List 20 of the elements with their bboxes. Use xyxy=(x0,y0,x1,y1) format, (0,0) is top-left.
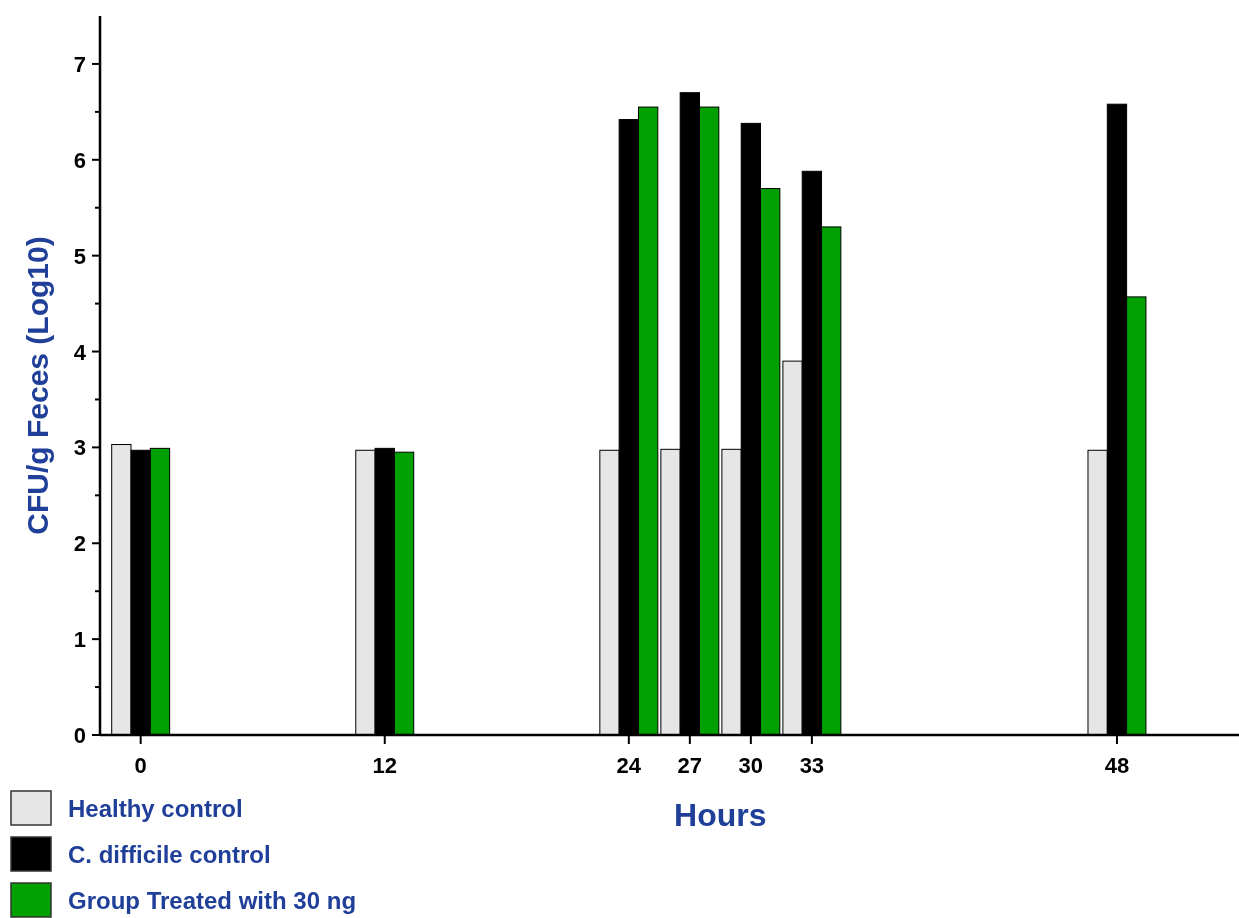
x-tick-label: 0 xyxy=(134,753,147,778)
legend-label: Group Treated with 30 ng xyxy=(68,887,357,914)
y-axis-title: CFU/g Feces (Log10) xyxy=(21,236,54,535)
x-tick-label: 33 xyxy=(799,753,825,778)
y-tick-label: 1 xyxy=(73,627,86,653)
y-tick-label: 7 xyxy=(73,51,86,77)
y-tick-label: 2 xyxy=(73,531,86,557)
y-tick-label: 5 xyxy=(73,243,86,269)
y-tick-label: 0 xyxy=(73,723,86,748)
x-tick-label: 24 xyxy=(616,753,642,778)
x-tick-label: 48 xyxy=(1104,753,1130,778)
x-tick-label: 30 xyxy=(738,753,764,778)
y-tick-label: 6 xyxy=(73,147,86,173)
y-tick-label: 4 xyxy=(73,339,87,365)
x-tick-label: 27 xyxy=(677,753,703,778)
y-tick-label: 3 xyxy=(73,435,86,461)
x-tick-label: 12 xyxy=(372,753,397,778)
x-axis-title: Hours xyxy=(674,797,767,833)
legend-label: Healthy control xyxy=(68,795,243,822)
legend-label: C. difficile control xyxy=(68,841,271,868)
